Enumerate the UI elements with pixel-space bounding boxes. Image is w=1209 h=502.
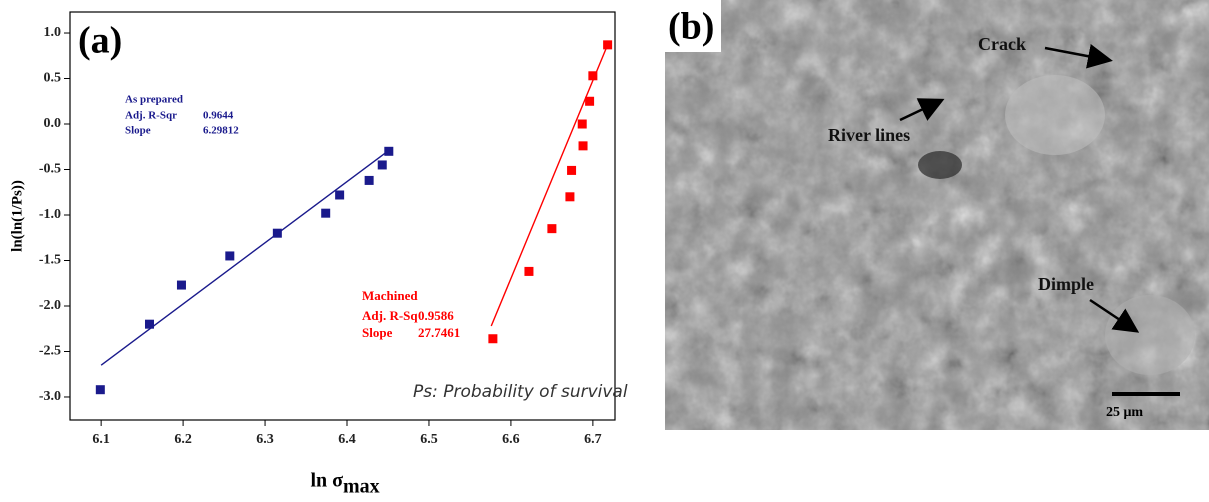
x-tick-label: 6.6	[502, 432, 520, 447]
point	[384, 146, 394, 156]
stat-value: 6.29812	[203, 125, 239, 137]
stat-label: Adj. R-Sqr	[125, 110, 177, 122]
sem-feature	[1105, 295, 1195, 375]
point	[585, 96, 595, 106]
dimple-label: Dimple	[1038, 274, 1094, 294]
point	[578, 141, 588, 151]
fit-line	[490, 44, 609, 327]
point	[364, 175, 374, 185]
x-axis-label-subscript: max	[343, 476, 380, 497]
point	[488, 334, 498, 344]
x-tick-label: 6.3	[256, 432, 274, 447]
sem-image-panel: (b) Crack River lines Dimple 25 μm	[665, 0, 1209, 430]
point	[603, 40, 613, 50]
scale-bar-label: 25 μm	[1106, 405, 1143, 420]
y-tick-label: 0.0	[44, 116, 62, 131]
y-tick-label: -3.0	[39, 389, 61, 404]
panel-label: (a)	[78, 20, 122, 62]
stat-label: Slope	[362, 325, 393, 340]
arrow	[1089, 298, 1140, 333]
x-tick-label: 6.2	[174, 432, 192, 447]
series-label: Machined	[362, 288, 418, 303]
x-tick-label: 6.7	[584, 432, 602, 447]
point	[565, 192, 575, 202]
point	[567, 165, 577, 175]
point	[144, 319, 154, 329]
point	[176, 280, 186, 290]
stat-label: Slope	[125, 125, 151, 137]
x-axis-label: ln σ	[310, 470, 343, 492]
x-tick-label: 6.5	[420, 432, 438, 447]
y-axis-label: ln(ln(1/Ps))	[9, 180, 25, 252]
point	[225, 251, 235, 261]
x-tick-label: 6.4	[338, 432, 356, 447]
point	[377, 160, 387, 170]
sem-feature	[918, 151, 962, 179]
y-tick-label: -0.5	[39, 162, 61, 177]
river-lines-label: River lines	[828, 125, 910, 145]
series-label: As prepared	[125, 94, 183, 106]
point	[577, 119, 587, 129]
sem-feature	[1005, 75, 1105, 155]
plot: (a) ln(ln(1/Ps)) ln σ max Ps: Probabilit…	[9, 11, 628, 498]
stat-label: Adj. R-Sq	[362, 308, 418, 323]
stat-value: 27.7461	[418, 325, 460, 340]
y-tick-label: -2.0	[39, 298, 61, 313]
point	[335, 190, 345, 200]
y-tick-label: 1.0	[44, 25, 62, 40]
arrow	[899, 98, 945, 122]
y-tick-label: -1.5	[39, 253, 61, 268]
plot-frame	[69, 11, 616, 421]
point	[321, 208, 331, 218]
stat-value: 0.9644	[203, 110, 234, 122]
stat-value: 0.9586	[418, 308, 454, 323]
arrow	[1044, 43, 1113, 69]
fit-line	[100, 149, 390, 366]
y-tick-label: -2.5	[39, 344, 61, 359]
x-tick-label: 6.1	[92, 432, 110, 447]
point	[588, 71, 598, 81]
y-tick-label: 0.5	[44, 71, 62, 86]
y-tick-label: -1.0	[39, 207, 61, 222]
point	[524, 266, 534, 276]
panel-label: (b)	[668, 6, 714, 48]
point	[272, 228, 282, 238]
annotation: Ps: Probability of survival	[413, 382, 628, 402]
panel-label-box	[665, 0, 721, 52]
point	[95, 385, 105, 395]
crack-label: Crack	[978, 34, 1026, 54]
point	[547, 224, 557, 234]
